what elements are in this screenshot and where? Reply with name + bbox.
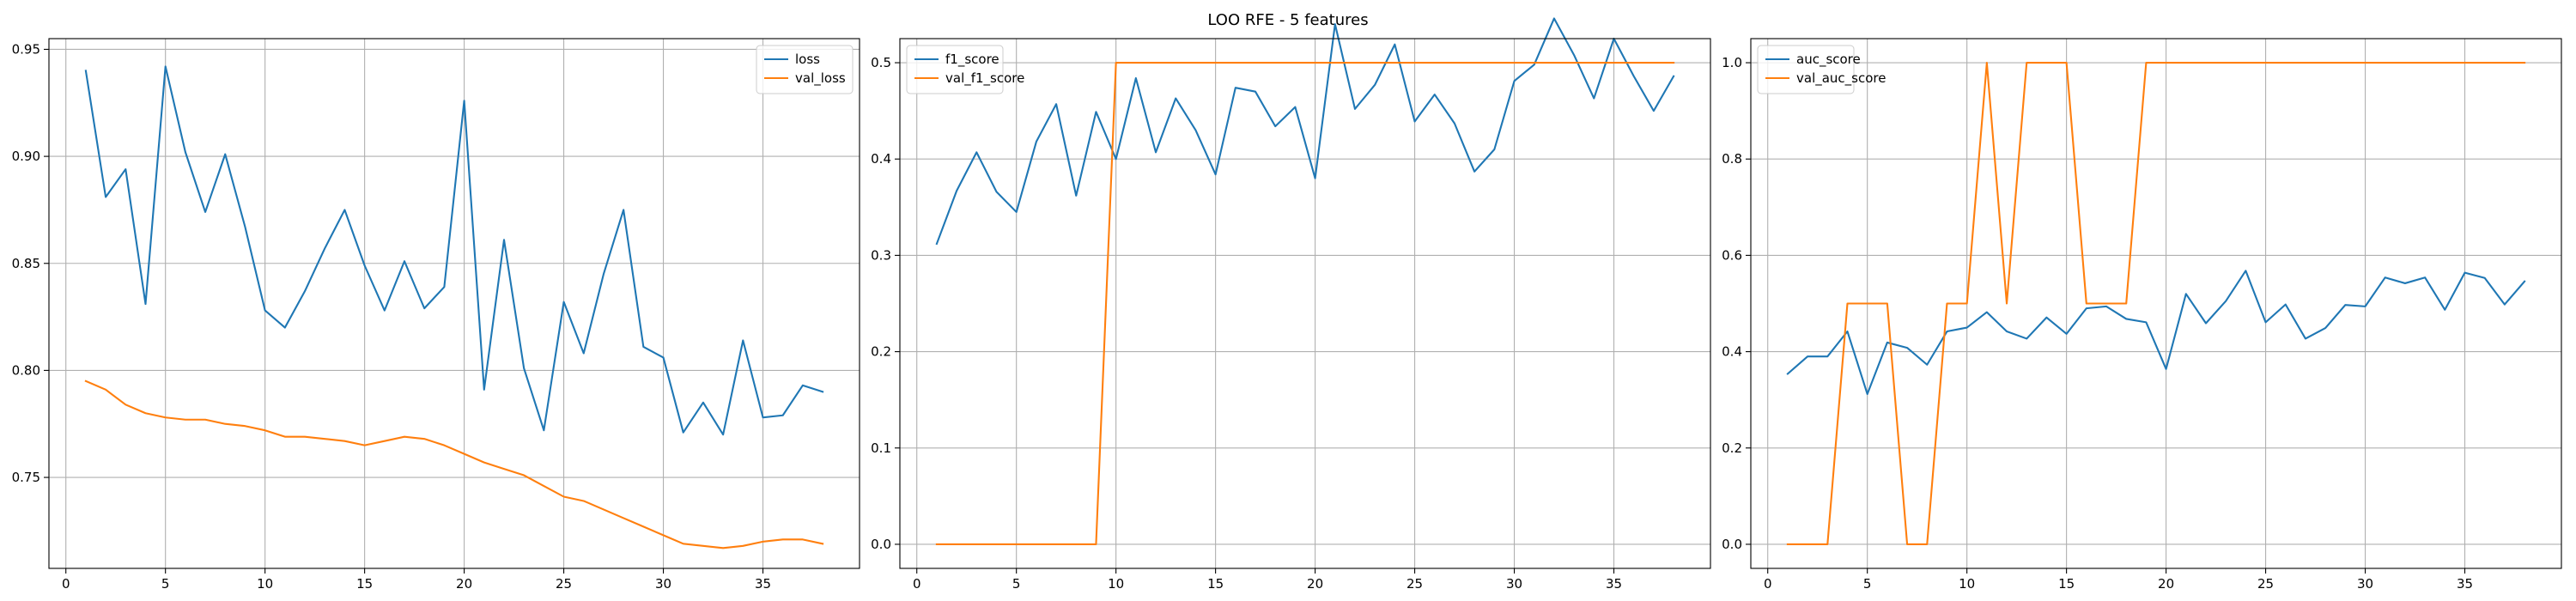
x-tick-label: 0	[62, 576, 70, 592]
series-line-f1_score	[935, 17, 1675, 246]
x-tick-label: 10	[1108, 576, 1124, 592]
y-tick-label: 0.5	[871, 55, 891, 70]
x-tick-label: 10	[257, 576, 273, 592]
y-tick-label: 0.1	[871, 440, 891, 456]
x-tick-label: 20	[1307, 576, 1323, 592]
x-tick-label: 35	[1606, 576, 1622, 592]
subplot-1: 0 5 10 15 20 25 30 35 0.75 0.80 0.85 0.90 0.95 loss va…	[12, 38, 860, 592]
y-tick-label: 0.95	[12, 41, 40, 57]
axes-frame	[1750, 38, 2562, 569]
y-tick-label: 0.0	[1722, 537, 1742, 552]
legend: loss val_loss	[756, 45, 854, 94]
legend-label-auc_score: auc_score	[1796, 52, 1861, 68]
legend: f1_score val_f1_score	[906, 45, 1024, 94]
x-tick-label: 30	[1506, 576, 1522, 592]
legend-box	[1757, 45, 1855, 94]
y-tick-label: 0.90	[12, 149, 40, 164]
x-tick-label: 25	[1406, 576, 1423, 592]
y-tick-label: 0.6	[1722, 247, 1742, 263]
x-tick-label: 10	[1959, 576, 1975, 592]
series-line-val_f1_score	[935, 62, 1675, 546]
y-tick-label: 0.80	[12, 362, 40, 378]
legend-box	[906, 45, 1004, 94]
x-tick-label: 15	[356, 576, 373, 592]
x-tick-label: 35	[755, 576, 771, 592]
y-tick-label: 0.85	[12, 256, 40, 271]
y-tick-label: 0.4	[871, 151, 891, 167]
subplot-3: 0 5 10 15 20 25 30 35 0.0 0.2 0.4 0.6 0.8 1.0 auc_scor…	[1722, 38, 2562, 592]
x-tick-label: 20	[456, 576, 472, 592]
legend-label-val_loss: val_loss	[795, 70, 846, 87]
series-line-val_auc_score	[1786, 62, 2526, 546]
legend-label-f1_score: f1_score	[945, 52, 999, 68]
x-tick-label: 5	[161, 576, 170, 592]
y-tick-label: 0.3	[871, 247, 891, 263]
legend-label-loss: loss	[795, 52, 820, 67]
y-tick-label: 0.4	[1722, 344, 1742, 360]
x-tick-label: 25	[556, 576, 572, 592]
legend-label-val_auc_score: val_auc_score	[1796, 70, 1886, 87]
x-tick-label: 0	[1764, 576, 1772, 592]
x-tick-label: 35	[2457, 576, 2473, 592]
legend-label-val_f1_score: val_f1_score	[945, 70, 1024, 87]
axes-frame	[899, 38, 1711, 569]
legend-box	[756, 45, 854, 94]
series-line-val_loss	[84, 379, 824, 549]
x-tick-label: 15	[1207, 576, 1224, 592]
series-line-loss	[84, 65, 824, 436]
x-tick-label: 5	[1012, 576, 1021, 592]
y-tick-label: 0.2	[871, 344, 891, 360]
y-tick-label: 0.2	[1722, 440, 1742, 456]
y-tick-label: 0.8	[1722, 151, 1742, 167]
legend: auc_score val_auc_score	[1757, 45, 1886, 94]
y-tick-label: 0.75	[12, 470, 40, 485]
series-line-auc_score	[1786, 270, 2526, 396]
x-tick-label: 25	[2257, 576, 2274, 592]
figure-title: LOO RFE - 5 features	[1207, 11, 1368, 29]
y-tick-label: 0.0	[871, 537, 891, 552]
y-tick-label: 1.0	[1722, 55, 1742, 70]
x-tick-label: 20	[2158, 576, 2174, 592]
axes-frame	[48, 38, 860, 569]
subplot-2: 0 5 10 15 20 25 30 35 0.0 0.1 0.2 0.3 0.4 0.5 f1_score…	[871, 17, 1711, 592]
x-tick-label: 5	[1863, 576, 1872, 592]
x-tick-label: 30	[655, 576, 671, 592]
x-tick-label: 0	[913, 576, 921, 592]
x-tick-label: 15	[2058, 576, 2075, 592]
x-tick-label: 30	[2357, 576, 2373, 592]
